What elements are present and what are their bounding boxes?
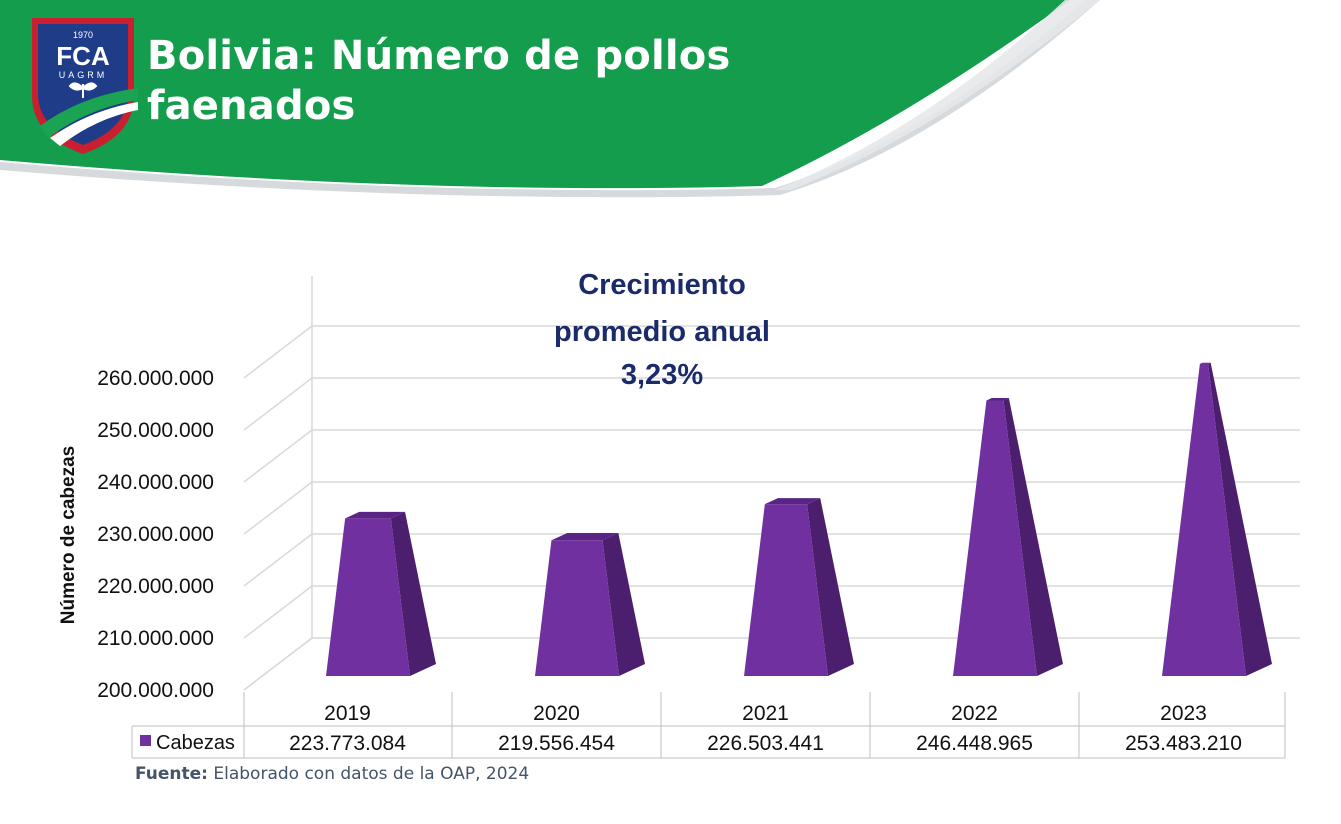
logo-acronym: FCA [56, 41, 110, 71]
bar-side-face [807, 498, 854, 676]
source-note: Fuente: Elaborado con datos de la OAP, 2… [135, 764, 529, 784]
bar-front-face [953, 400, 1037, 676]
header-gray-stripe [775, 0, 1100, 190]
grid-side-line [243, 325, 313, 379]
bar-top-face [764, 498, 821, 505]
header-green-shape [0, 0, 1070, 189]
logo-field-stripes [40, 88, 138, 138]
floor-edge [243, 637, 313, 691]
annotation-line-3: 3,23% [621, 359, 703, 391]
bar-front-face [535, 540, 619, 676]
x-tick-label: 2020 [533, 702, 580, 725]
legend-swatch [140, 735, 151, 746]
bar-2020 [535, 533, 645, 676]
legend-label: Cabezas [156, 732, 235, 754]
header-band [0, 0, 1100, 198]
y-tick-label: 220.000.000 [97, 575, 214, 598]
logo-year: 1970 [73, 30, 93, 40]
data-table: 2019 223.773.084 2020 219.556.454 2021 226.50… [131, 692, 1286, 759]
grid-side-line [243, 585, 313, 639]
bar-front-face [326, 518, 410, 676]
bar-2022 [953, 398, 1063, 676]
chart-y-ticks: 200.000.000 210.000.000 220.000.000 230.000… [97, 367, 214, 702]
header-shadow-curve [0, 0, 1100, 198]
grid-side-line [243, 429, 313, 483]
y-tick-label: 240.000.000 [97, 471, 214, 494]
bar-2023 [1162, 362, 1272, 676]
page-title: Bolivia: Número de pollos faenados [147, 31, 731, 131]
bar-side-face [390, 511, 436, 676]
grid-side-line [243, 377, 313, 431]
y-axis-label: Número de cabezas [58, 446, 79, 624]
y-tick-label: 210.000.000 [97, 627, 214, 650]
bar-side-face [1208, 362, 1272, 676]
x-tick-label: 2021 [742, 702, 789, 725]
y-tick-label: 200.000.000 [97, 679, 214, 702]
data-label: 219.556.454 [498, 732, 615, 755]
y-tick-label: 250.000.000 [97, 419, 214, 442]
bar-front-face [744, 504, 828, 676]
bar-top-face [1199, 362, 1211, 364]
page-title-line-2: faenados [147, 83, 356, 129]
logo-sprout-icon [68, 82, 98, 98]
chart-bars [326, 362, 1272, 676]
source-label: Fuente: [135, 764, 208, 784]
data-label: 246.448.965 [916, 732, 1033, 755]
bar-2019 [326, 511, 436, 676]
bar-top-face [986, 398, 1009, 401]
bar-side-face [602, 533, 645, 676]
logo-institution: UAGRM [59, 70, 108, 80]
logo-field-stripe-white [50, 102, 138, 146]
x-tick-label: 2019 [324, 702, 371, 725]
x-tick-label: 2022 [951, 702, 998, 725]
y-tick-label: 230.000.000 [97, 523, 214, 546]
y-tick-label: 260.000.000 [97, 367, 214, 390]
bar-2021 [744, 498, 854, 676]
grid-side-line [243, 481, 313, 535]
growth-annotation: Crecimiento promedio anual 3,23% [554, 269, 770, 391]
page-title-line-1: Bolivia: Número de pollos [147, 33, 731, 79]
data-label: 253.483.210 [1125, 732, 1242, 755]
grid-side-line [243, 533, 313, 587]
fca-logo: 1970 FCA UAGRM [32, 18, 138, 154]
annotation-line-2: promedio anual [554, 316, 770, 348]
annotation-line-1: Crecimiento [578, 269, 746, 301]
bar-side-face [1003, 398, 1063, 676]
bar-top-face [551, 533, 619, 541]
source-text: Elaborado con datos de la OAP, 2024 [213, 764, 530, 784]
bar-front-face [1162, 363, 1246, 676]
bar-top-face [345, 511, 406, 519]
x-tick-label: 2023 [1160, 702, 1207, 725]
data-label: 226.503.441 [707, 732, 824, 755]
data-label: 223.773.084 [289, 732, 406, 755]
